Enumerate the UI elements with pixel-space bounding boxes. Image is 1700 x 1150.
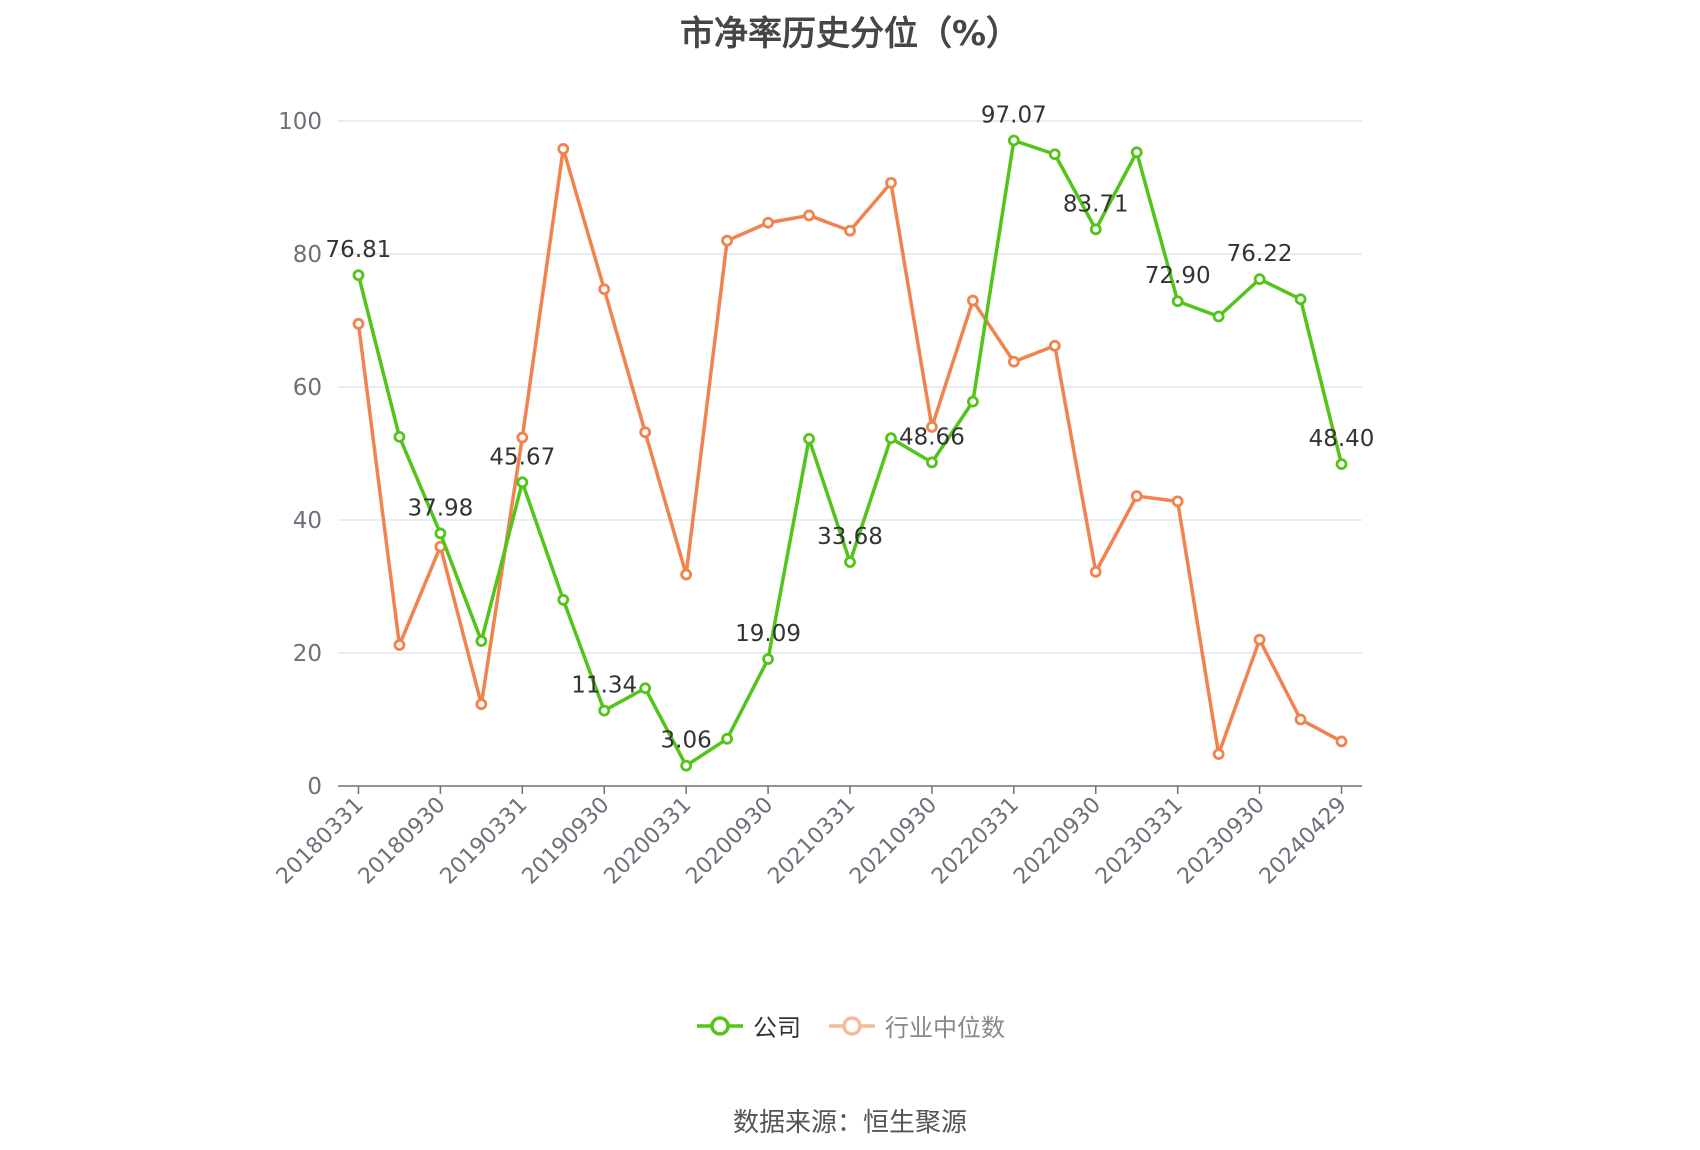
data-point <box>434 527 447 540</box>
x-tick-label: 20210331 <box>763 793 860 890</box>
data-point <box>1089 565 1102 578</box>
data-label: 11.34 <box>571 673 637 699</box>
legend-label: 公司 <box>753 1014 801 1042</box>
x-tick-label: 20200331 <box>600 793 697 890</box>
x-tick-label: 20220331 <box>927 793 1024 890</box>
data-point <box>803 432 815 445</box>
data-point <box>803 209 815 222</box>
data-label: 45.67 <box>489 444 555 470</box>
data-point <box>1212 310 1225 323</box>
data-point <box>680 568 693 581</box>
legend-item[interactable]: 行业中位数 <box>827 1008 1005 1043</box>
data-point <box>639 426 652 439</box>
data-point <box>721 234 734 247</box>
data-label: 19.09 <box>735 621 801 647</box>
data-point <box>844 224 856 237</box>
data-label: 33.68 <box>817 524 883 550</box>
data-label: 48.66 <box>899 424 965 450</box>
data-point <box>557 143 570 155</box>
data-point <box>639 682 652 695</box>
data-point <box>352 269 365 282</box>
legend-item[interactable]: 公司 <box>695 1008 801 1043</box>
data-point <box>1007 355 1020 368</box>
x-tick-label: 20180331 <box>272 793 369 890</box>
data-point <box>598 283 611 296</box>
x-tick-label: 20220930 <box>1009 793 1106 890</box>
data-point <box>516 431 529 444</box>
x-tick-label: 20230930 <box>1173 793 1270 890</box>
data-point <box>475 698 488 711</box>
x-tick-label: 20190331 <box>436 793 533 890</box>
x-tick-label: 20200930 <box>681 793 778 890</box>
data-point <box>762 653 774 665</box>
data-point <box>1171 495 1184 508</box>
data-point <box>885 176 897 189</box>
data-point <box>516 476 529 489</box>
legend: 公司 行业中位数 <box>0 1008 1700 1043</box>
data-point <box>680 759 693 772</box>
data-point <box>762 216 774 229</box>
data-point <box>721 732 734 745</box>
x-tick-label: 20210930 <box>845 793 942 890</box>
x-tick-label: 20190930 <box>518 793 615 890</box>
data-label: 76.22 <box>1227 241 1293 267</box>
data-point <box>1253 633 1266 646</box>
y-tick-label: 80 <box>293 242 322 268</box>
y-tick-label: 20 <box>293 641 322 667</box>
data-labels: 76.81 37.98 45.67 11.34 3.06 19.09 33.68 48.66 9… <box>326 102 1375 753</box>
grid-lines <box>338 120 1362 654</box>
data-label: 72.90 <box>1145 263 1211 289</box>
legend-marker-icon <box>829 1015 875 1036</box>
data-point <box>926 456 938 469</box>
data-point <box>1294 713 1307 726</box>
data-point <box>1007 134 1020 147</box>
legend-marker-icon <box>697 1015 743 1036</box>
data-point <box>1335 735 1348 748</box>
data-point <box>393 639 406 651</box>
data-point <box>557 593 570 606</box>
data-point <box>844 556 856 568</box>
data-point <box>1130 146 1143 159</box>
data-point <box>1089 223 1102 236</box>
data-label: 83.71 <box>1063 191 1129 217</box>
x-tick-label: 20230331 <box>1091 793 1188 890</box>
data-point <box>966 395 979 408</box>
data-point <box>393 430 406 443</box>
source-note: 数据来源：恒生聚源 <box>732 1108 967 1138</box>
data-label: 3.06 <box>661 728 712 754</box>
data-label: 97.07 <box>981 102 1047 128</box>
data-point <box>1335 458 1348 471</box>
data-point <box>1048 148 1061 161</box>
data-point <box>1212 748 1225 760</box>
data-point <box>1048 339 1061 352</box>
data-label: 48.40 <box>1309 426 1375 452</box>
data-point <box>926 420 938 433</box>
series-lines <box>352 134 1348 772</box>
data-point <box>1130 490 1143 502</box>
x-tick-label: 20240429 <box>1255 793 1352 890</box>
y-tick-label: 40 <box>293 508 322 534</box>
data-point <box>1171 295 1184 308</box>
data-label: 76.81 <box>326 237 392 263</box>
line-chart: 0 20 40 60 80 100 2018033120180930201903312019… <box>272 102 1375 890</box>
y-tick-label: 60 <box>293 375 322 401</box>
data-point <box>885 432 897 445</box>
data-point <box>352 317 365 330</box>
data-point <box>1294 293 1307 306</box>
data-label: 37.98 <box>407 495 473 521</box>
data-point <box>966 294 979 307</box>
y-tick-label: 100 <box>278 109 322 135</box>
x-tick-label: 20180930 <box>354 793 451 890</box>
data-point <box>475 635 488 647</box>
data-point <box>598 704 611 717</box>
legend-label: 行业中位数 <box>885 1014 1005 1042</box>
y-tick-label: 0 <box>307 774 322 800</box>
chart-title: 市净率历史分位（%） <box>679 14 1021 54</box>
data-point <box>1253 273 1266 286</box>
